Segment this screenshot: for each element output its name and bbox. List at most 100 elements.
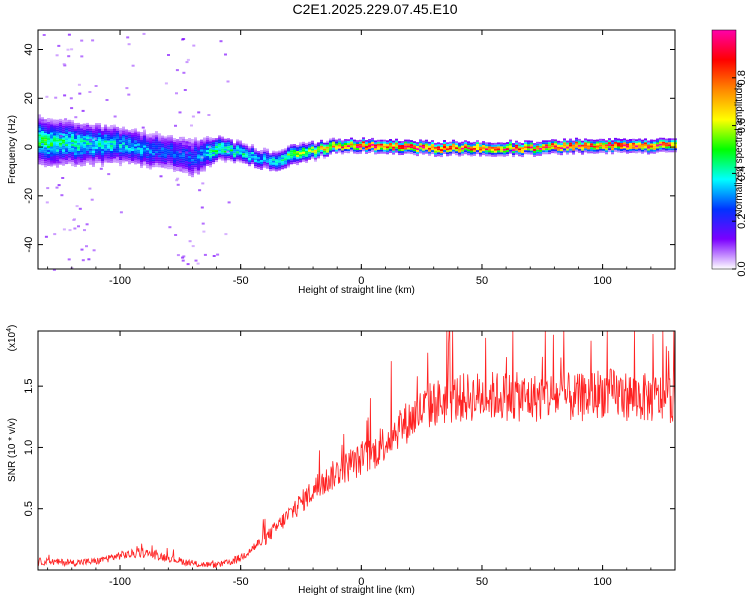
spectrogram-cell xyxy=(194,259,198,262)
spectrogram-cell xyxy=(458,144,461,147)
spectrogram-cell xyxy=(287,163,290,166)
spectrogram-cell xyxy=(200,151,203,154)
spectrogram-cell xyxy=(362,141,365,144)
spectrogram-cell xyxy=(452,141,455,144)
spectrogram-cell xyxy=(125,153,128,156)
spectrogram-cell xyxy=(629,147,632,149)
spectrogram-cell xyxy=(485,142,488,145)
x-tick-label: -50 xyxy=(233,275,249,287)
spectrogram-cell xyxy=(524,148,527,151)
spectrogram-cell xyxy=(278,160,281,163)
spectrogram-cell xyxy=(500,152,503,155)
spectrogram-cell xyxy=(56,127,59,130)
spectrogram-cell xyxy=(359,143,362,146)
spectrogram-cell xyxy=(347,151,350,154)
spectrogram-cell xyxy=(215,140,218,143)
spectrogram-cell xyxy=(500,150,503,153)
spectrogram-cell xyxy=(86,152,89,155)
spectrogram-cell xyxy=(158,133,161,136)
spectrogram-cell xyxy=(50,152,53,155)
spectrogram-cell xyxy=(191,149,194,152)
spectrogram-cell xyxy=(494,150,497,153)
spectrogram-cell xyxy=(671,138,674,141)
spectrogram-cell xyxy=(296,145,299,148)
spectrogram-cell xyxy=(482,143,485,146)
spectrogram-cell xyxy=(194,157,197,160)
spectrogram-cell xyxy=(266,160,269,163)
spectrogram-cell xyxy=(665,150,668,153)
spectrogram-cell xyxy=(233,145,236,148)
spectrogram-cell xyxy=(506,142,509,145)
spectrogram-cell xyxy=(233,161,236,164)
spectrogram-cell xyxy=(47,148,50,150)
spectrogram-cell xyxy=(581,148,584,151)
spectrogram-cell xyxy=(131,139,134,141)
spectrogram-cell xyxy=(38,148,41,151)
spectrogram-cell xyxy=(77,148,80,151)
spectrogram-cell xyxy=(219,40,223,43)
spectrogram-cell xyxy=(125,155,128,158)
spectrogram-cell xyxy=(389,139,392,141)
spectrogram-cell xyxy=(122,132,125,135)
spectrogram-cell xyxy=(83,150,86,152)
spectrogram-cell xyxy=(200,156,204,159)
spectrogram-cell xyxy=(377,151,380,154)
spectrogram-cell xyxy=(87,258,91,261)
spectrogram-cell xyxy=(134,162,137,165)
spectrogram-cell xyxy=(101,145,104,147)
spectrogram-cell xyxy=(128,130,131,133)
spectrogram-cell xyxy=(293,148,296,150)
spectrogram-cell xyxy=(584,144,587,147)
spectrogram-cell xyxy=(175,92,178,95)
spectrogram-cell xyxy=(281,159,284,162)
spectrogram-cell xyxy=(143,133,146,136)
spectrogram-cell xyxy=(494,154,497,157)
spectrogram-cell xyxy=(296,149,299,152)
spectrogram-cell xyxy=(458,146,461,149)
spectrogram-cell xyxy=(497,144,500,147)
spectrogram-cell xyxy=(65,142,68,145)
spectrogram-cell xyxy=(542,144,545,147)
spectrogram-cell xyxy=(62,161,65,164)
spectrogram-cell xyxy=(308,145,311,148)
spectrogram-cell xyxy=(80,126,83,129)
spectrogram-cell xyxy=(623,150,626,153)
spectrogram-cell xyxy=(620,143,623,145)
spectrogram-cell xyxy=(56,153,59,156)
spectrogram-cell xyxy=(656,140,659,143)
spectrogram-cell xyxy=(89,130,92,133)
spectrogram-cell xyxy=(41,149,44,152)
spectrogram-cell xyxy=(176,177,180,180)
spectrogram-cell xyxy=(47,132,50,134)
spectrogram-cell xyxy=(83,128,86,130)
spectrogram-cell xyxy=(44,141,47,144)
spectrogram-cell xyxy=(608,148,611,151)
spectrogram-cell xyxy=(83,160,86,162)
spectrogram-cell xyxy=(305,142,308,145)
spectrogram-cell xyxy=(122,126,125,129)
spectrogram-cell xyxy=(116,132,119,135)
spectrogram-cell xyxy=(56,149,59,152)
spectrogram-cell xyxy=(38,152,41,155)
spectrogram-cell xyxy=(578,140,581,143)
spectrogram-cell xyxy=(302,157,305,160)
spectrogram-cell xyxy=(140,138,143,140)
spectrogram-cell xyxy=(86,158,89,161)
spectrogram-cell xyxy=(104,158,107,161)
spectrogram-cell xyxy=(320,151,323,154)
spectrogram-cell xyxy=(74,116,78,119)
spectrogram-cell xyxy=(71,134,74,137)
spectrogram-cell xyxy=(380,139,383,142)
spectrogram-cell xyxy=(161,135,164,138)
spectrogram-cell xyxy=(203,159,206,162)
spectrogram-cell xyxy=(572,148,575,151)
spectrogram-cell xyxy=(122,144,125,147)
spectrogram-cell xyxy=(101,147,104,149)
spectrogram-cell xyxy=(173,164,176,166)
spectrogram-cell xyxy=(407,143,410,146)
spectrogram-y-label: Frequency (Hz) xyxy=(7,115,18,184)
spectrogram-cell xyxy=(38,126,41,129)
spectrogram-cell xyxy=(299,144,302,147)
spectrogram-cell xyxy=(206,160,209,162)
spectrogram-cell xyxy=(563,146,566,149)
